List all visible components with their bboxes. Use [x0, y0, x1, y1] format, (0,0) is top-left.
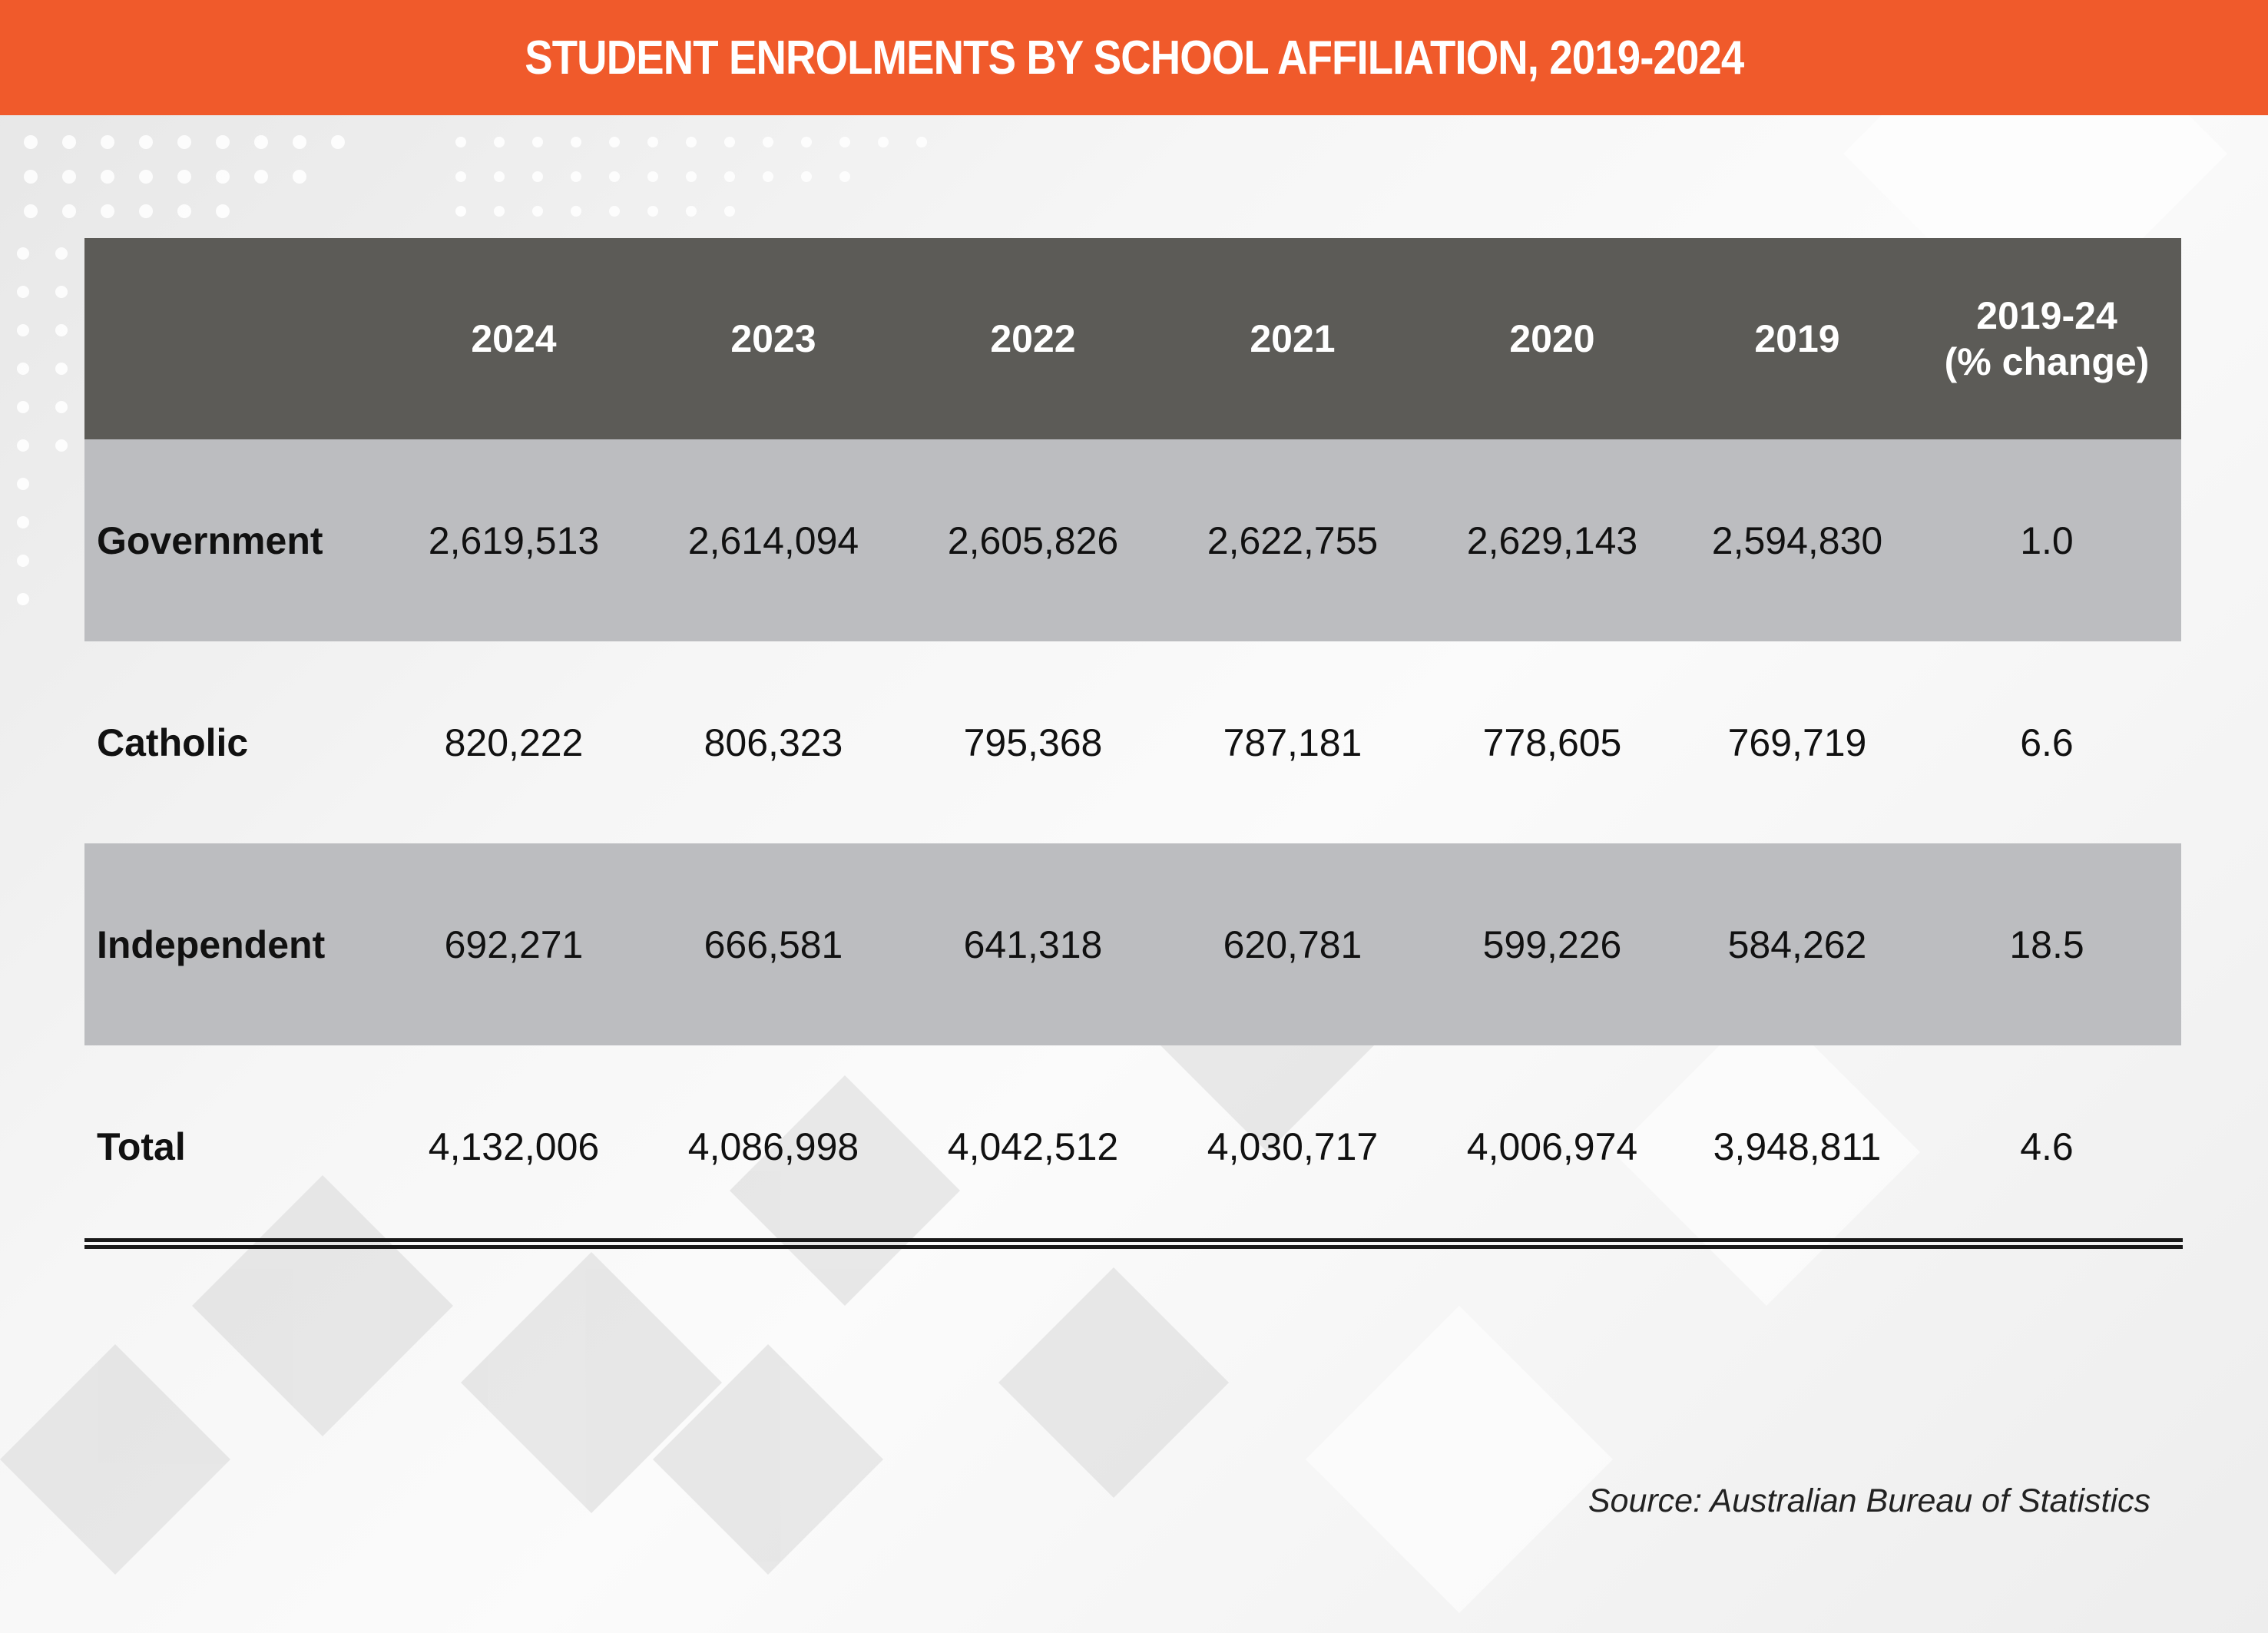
- table-cell: 795,368: [963, 720, 1103, 764]
- table-cell: 599,226: [1482, 922, 1622, 966]
- table-row-government: Government 2,619,513 2,614,094 2,605,826…: [84, 439, 2181, 641]
- header-cell-2023: 2023: [730, 317, 816, 360]
- table-cell: 620,781: [1223, 922, 1362, 966]
- header-row: 2024 2023 2022 2021 2020 2019 2019-24 (%…: [84, 238, 2181, 439]
- table-bottom-rule-lower: [84, 1245, 2183, 1249]
- header-cell-2020: 2020: [1509, 317, 1595, 360]
- table-cell: 2,614,094: [687, 518, 859, 562]
- row-label: Government: [97, 518, 323, 562]
- table-cell: 2,619,513: [428, 518, 600, 562]
- table-cell: 778,605: [1482, 720, 1622, 764]
- table-cell: 806,323: [704, 720, 843, 764]
- row-label: Total: [97, 1125, 186, 1168]
- header-change-line1: 2019-24: [1976, 294, 2117, 337]
- table-cell: 4,132,006: [428, 1125, 600, 1168]
- table-cell: 2,622,755: [1207, 518, 1379, 562]
- table-cell: 2,605,826: [947, 518, 1119, 562]
- table-cell: 820,222: [444, 720, 584, 764]
- table-cell: 6.6: [2020, 720, 2074, 764]
- header-cell-2024: 2024: [471, 317, 557, 360]
- table-cell: 1.0: [2020, 518, 2074, 562]
- table-cell: 2,629,143: [1466, 518, 1638, 562]
- row-label: Catholic: [97, 720, 249, 764]
- table-cell: 4,042,512: [947, 1125, 1119, 1168]
- table-row-catholic: Catholic 820,222 806,323 795,368 787,181…: [84, 641, 2181, 843]
- header-cell-2022: 2022: [990, 317, 1076, 360]
- table-cell: 4,006,974: [1466, 1125, 1638, 1168]
- table-row-total: Total 4,132,006 4,086,998 4,042,512 4,03…: [84, 1045, 2181, 1247]
- table-cell: 4,030,717: [1207, 1125, 1379, 1168]
- table-cell: 692,271: [444, 922, 584, 966]
- table-cell: 18.5: [2009, 922, 2084, 966]
- table-row-independent: Independent 692,271 666,581 641,318 620,…: [84, 843, 2181, 1045]
- header-cell-2021: 2021: [1250, 317, 1336, 360]
- table-cell: 769,719: [1727, 720, 1867, 764]
- header-cell-label: [84, 238, 384, 439]
- table-cell: 787,181: [1223, 720, 1362, 764]
- enrolment-table-container: 2024 2023 2022 2021 2020 2019 2019-24 (%…: [84, 238, 2181, 1247]
- table-cell: 4,086,998: [687, 1125, 859, 1168]
- header-cell-change: 2019-24 (% change): [1912, 238, 2181, 439]
- header-cell-2019: 2019: [1754, 317, 1840, 360]
- source-note: Source: Australian Bureau of Statistics: [1588, 1482, 2150, 1519]
- header-change-line2: (% change): [1944, 340, 2150, 383]
- table-bottom-rule-upper: [84, 1238, 2183, 1242]
- table-cell: 584,262: [1727, 922, 1867, 966]
- enrolment-table: 2024 2023 2022 2021 2020 2019 2019-24 (%…: [84, 238, 2181, 1247]
- chart-title: STUDENT ENROLMENTS BY SCHOOL AFFILIATION…: [524, 31, 1744, 84]
- table-cell: 3,948,811: [1713, 1125, 1882, 1168]
- row-label: Independent: [97, 922, 326, 966]
- table-cell: 666,581: [704, 922, 843, 966]
- table-cell: 641,318: [963, 922, 1103, 966]
- table-cell: 4.6: [2020, 1125, 2074, 1168]
- table-cell: 2,594,830: [1711, 518, 1883, 562]
- title-bar: STUDENT ENROLMENTS BY SCHOOL AFFILIATION…: [0, 0, 2268, 115]
